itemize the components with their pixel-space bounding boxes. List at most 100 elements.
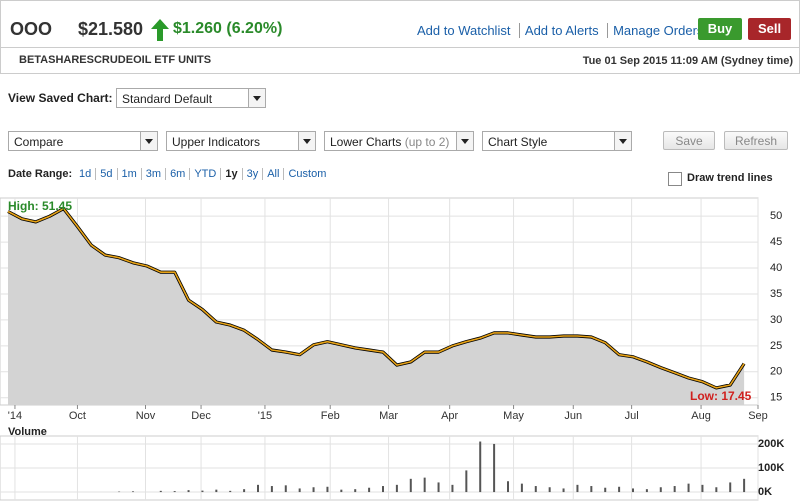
select-value: Chart Style [488, 135, 548, 149]
x-tick-label: May [503, 410, 524, 422]
ticker: OOO [10, 19, 53, 39]
select-value: Lower Charts [330, 135, 402, 149]
y-tick-label: 35 [770, 288, 782, 300]
link[interactable]: Add to Watchlist [417, 23, 511, 38]
volume-bar [520, 483, 523, 493]
trend-label: Draw trend lines [687, 172, 773, 184]
volume-bar [576, 484, 579, 493]
range-link[interactable]: 6m [165, 168, 190, 180]
y-tick-label: 20 [770, 366, 782, 378]
volume-bar [340, 489, 343, 493]
volume-bar [548, 487, 551, 493]
x-tick-label: Dec [191, 410, 211, 422]
refresh-button[interactable]: Refresh [724, 131, 788, 150]
x-tick-label: Jun [564, 410, 582, 422]
lower-select[interactable]: Lower Charts (up to 2) [324, 131, 474, 151]
volume-bar [284, 485, 287, 493]
volume-bar [409, 478, 412, 493]
quote-header: OOO $21.580 $1.260 (6.20%) Add to Watchl… [0, 0, 800, 74]
range-link[interactable]: YTD [189, 168, 221, 180]
range-link[interactable]: 1d [79, 168, 92, 180]
range-link[interactable]: 5d [95, 168, 117, 180]
upper-select[interactable]: Upper Indicators [166, 131, 316, 151]
range-link[interactable]: 3y [241, 168, 263, 180]
x-tick-label: Oct [69, 410, 86, 422]
sell-button[interactable]: Sell [748, 18, 791, 40]
volume-bar [243, 489, 246, 493]
y-tick-label: 30 [770, 314, 782, 326]
saved-chart-label: View Saved Chart: [8, 91, 113, 105]
volume-bar [479, 441, 482, 493]
x-tick-label: Jul [625, 410, 639, 422]
price-line [7, 207, 745, 389]
volume-bar [701, 484, 704, 493]
low-label: Low: 17.45 [690, 389, 752, 403]
x-tick-label: Mar [379, 410, 398, 422]
change: $1.260 (6.20%) [173, 20, 283, 37]
price: $21.580 [78, 19, 144, 39]
volume-bar [590, 486, 593, 493]
volume-bar [687, 483, 690, 493]
volume-bar [423, 477, 426, 493]
x-tick-label: Aug [691, 410, 711, 422]
range-link[interactable]: All [262, 168, 284, 180]
price-area [8, 208, 745, 405]
volume-bar [368, 487, 371, 493]
high-label: High: 51.45 [8, 199, 72, 213]
range-link[interactable]: Custom [283, 168, 331, 180]
volume-bar [451, 484, 454, 493]
y-tick-label: 200K [758, 438, 784, 450]
x-tick-label: Apr [441, 410, 458, 422]
volume-bar [159, 490, 162, 493]
timestamp: Tue 01 Sep 2015 11:09 AM (Sydney time) [582, 55, 793, 67]
y-tick-label: 100K [758, 462, 784, 474]
buy-button[interactable]: Buy [698, 18, 742, 40]
volume-bar [604, 487, 607, 493]
volume-bar [132, 491, 134, 493]
volume-bar [465, 470, 468, 493]
volume-bar [201, 490, 204, 493]
volume-bar [437, 482, 440, 493]
volume-bar [312, 487, 315, 493]
divider [1, 47, 799, 48]
range-link[interactable]: 3m [140, 168, 166, 180]
x-tick-label: Nov [136, 410, 156, 422]
x-tick-label: Feb [321, 410, 340, 422]
quote-links: Add to Watchlist Add to Alerts Manage Or… [417, 22, 704, 40]
range-link[interactable]: 1y [220, 168, 242, 180]
link[interactable]: Manage Orders [607, 23, 704, 38]
select-value: Upper Indicators [172, 135, 261, 149]
volume-bar [534, 486, 537, 493]
compare-select[interactable]: Compare [8, 131, 158, 151]
y-tick-label: 50 [770, 210, 782, 222]
y-tick-label: 15 [770, 392, 782, 404]
volume-bar [659, 487, 662, 493]
volume-bar [215, 489, 218, 493]
volume-bar [187, 490, 190, 493]
volume-bar [673, 486, 676, 493]
volume-bar [645, 489, 648, 493]
link[interactable]: Add to Alerts [518, 23, 599, 38]
date-range-links: 1d 5d 1m 3m 6m YTD 1y 3y All Custom [79, 168, 331, 180]
saved-chart-select[interactable]: Standard Default [116, 88, 266, 108]
range-link[interactable]: 1m [116, 168, 141, 180]
volume-bar [618, 486, 621, 493]
volume-bar [562, 488, 565, 493]
style-select[interactable]: Chart Style [482, 131, 632, 151]
volume-bar [507, 481, 509, 493]
volume-bar [395, 484, 398, 493]
x-tick-label: '14 [8, 410, 22, 422]
volume-bar [229, 490, 232, 493]
y-tick-label: 40 [770, 262, 782, 274]
volume-title: Volume [8, 426, 47, 438]
volume-bar [270, 486, 273, 493]
trend-checkbox[interactable] [668, 172, 682, 186]
select-hint: (up to 2) [404, 135, 450, 149]
y-tick-label: 25 [770, 340, 782, 352]
x-tick-label: Sep [748, 410, 768, 422]
save-button[interactable]: Save [663, 131, 715, 150]
select-value: Standard Default [122, 92, 213, 106]
volume-bar [632, 488, 634, 493]
